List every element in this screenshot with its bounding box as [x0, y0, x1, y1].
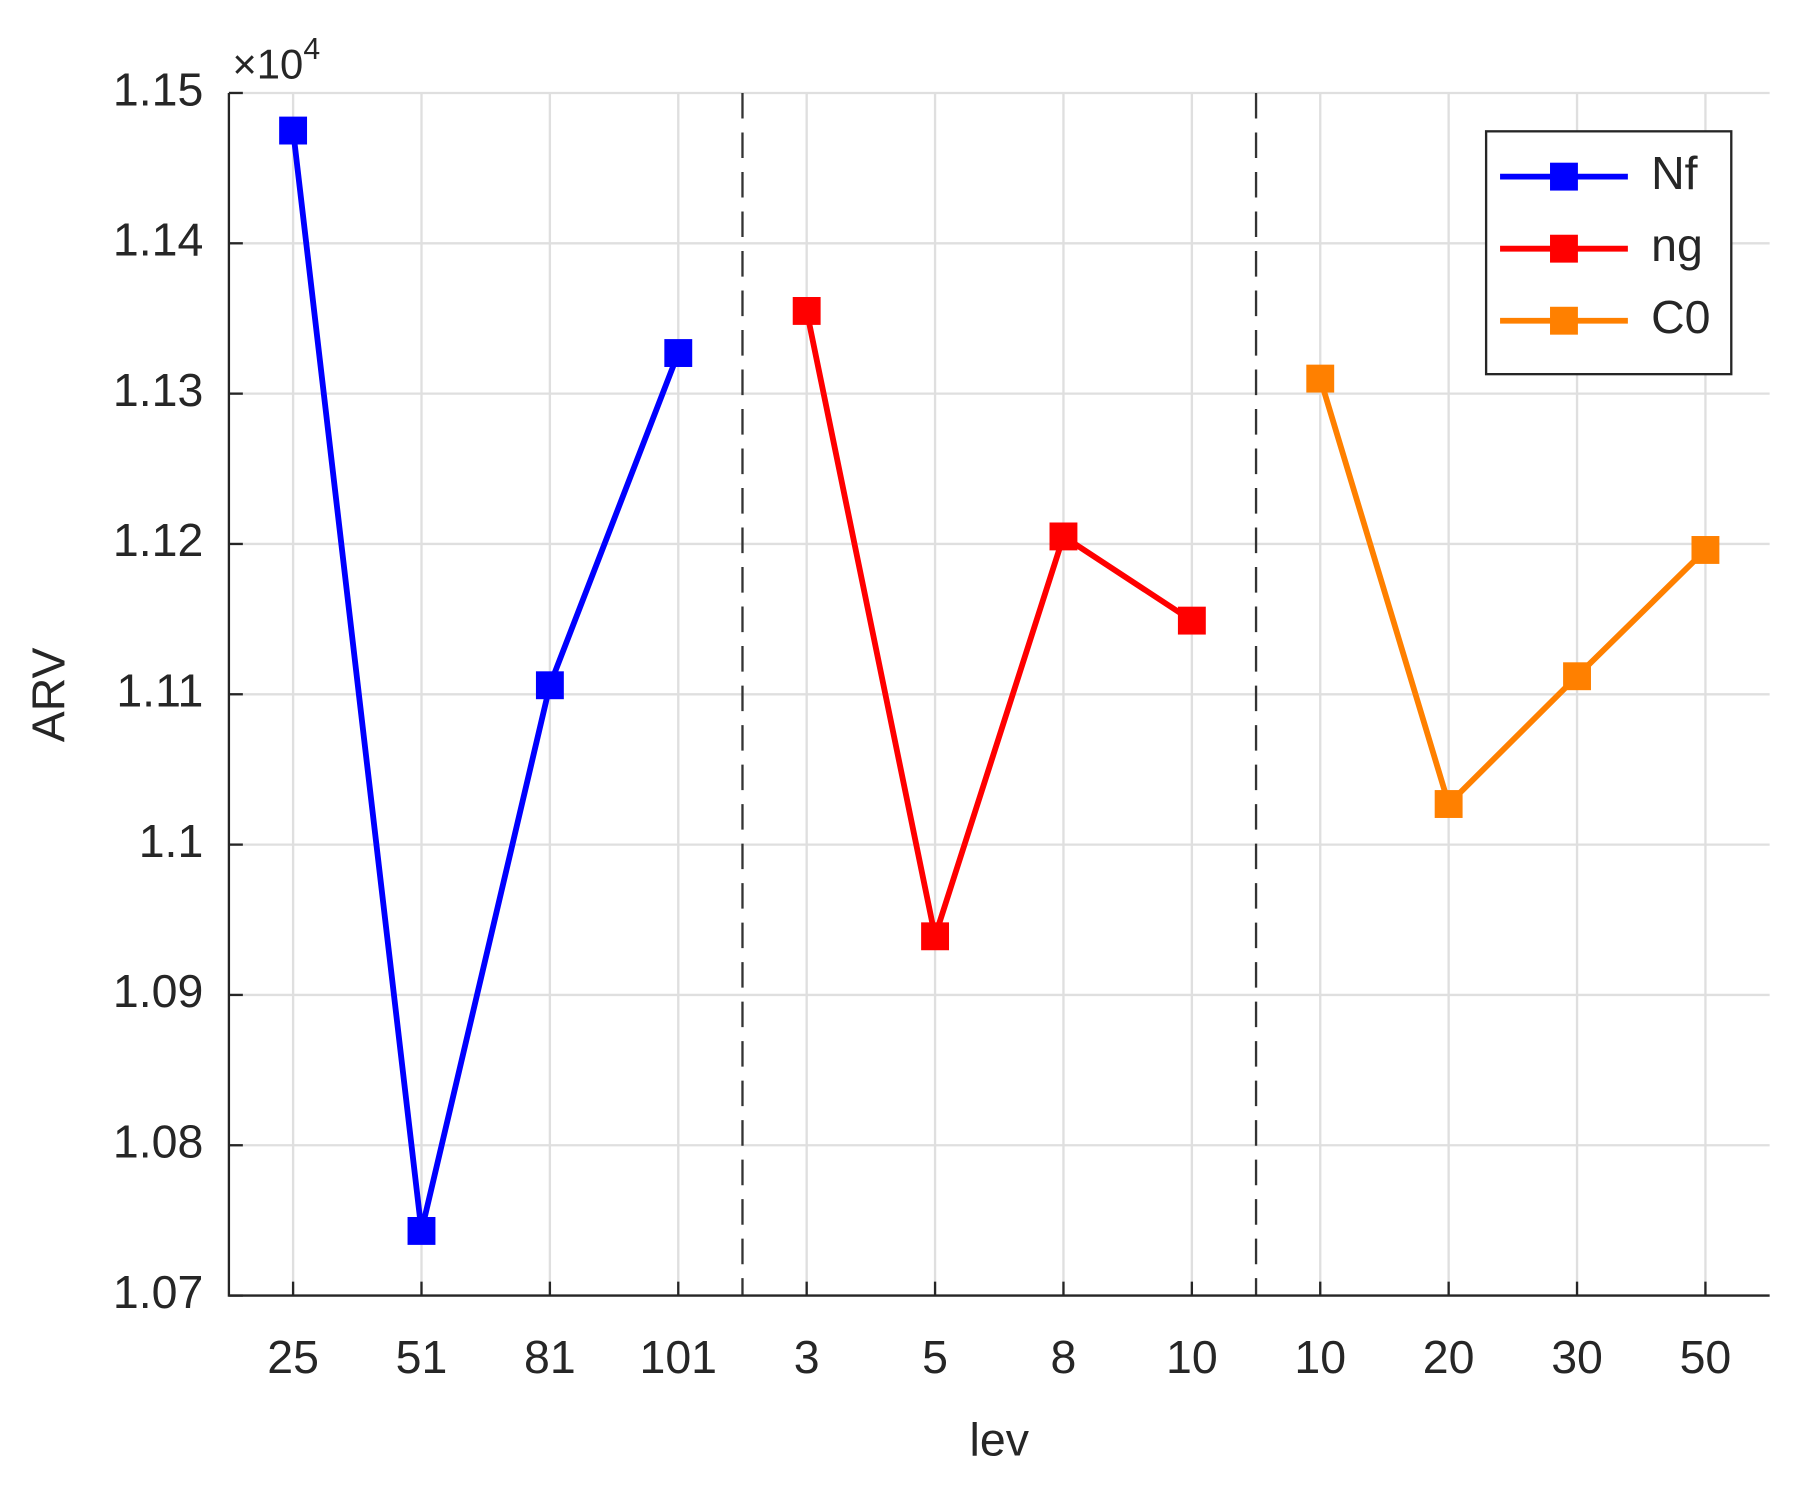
marker — [1177, 606, 1206, 635]
y-tick-label: 1.12 — [113, 514, 203, 566]
y-tick-label: 1.15 — [113, 63, 203, 115]
marker — [1563, 662, 1591, 691]
x-axis-label: lev — [970, 1413, 1030, 1465]
y-axis-label: ARV — [23, 648, 75, 743]
x-tick-label: 10 — [1166, 1331, 1218, 1383]
marker — [1691, 536, 1720, 564]
legend-label: C0 — [1651, 291, 1710, 343]
x-tick-label: 25 — [267, 1331, 319, 1383]
x-tick-label: 101 — [640, 1331, 718, 1383]
legend-marker — [1550, 162, 1578, 191]
x-tick-label: 10 — [1294, 1331, 1346, 1383]
y-multiplier: ×104 — [232, 33, 320, 87]
y-tick-label: 1.07 — [113, 1266, 203, 1318]
x-tick-label: 51 — [396, 1331, 448, 1383]
legend-box — [1484, 130, 1733, 376]
marker — [1049, 522, 1078, 551]
legend-label: ng — [1651, 219, 1703, 271]
y-multiplier-base: ×10 — [232, 40, 303, 87]
axes-box — [227, 92, 1770, 1297]
y-tick-label: 1.1 — [139, 815, 204, 867]
series-line — [290, 130, 681, 1232]
y-tick-label: 1.08 — [113, 1116, 203, 1168]
y-tick-label: 1.11 — [116, 665, 203, 717]
marker — [407, 1216, 436, 1245]
x-tick-label: 30 — [1551, 1331, 1603, 1383]
legend-marker — [1550, 306, 1578, 335]
x-tick-label: 50 — [1680, 1331, 1732, 1383]
marker — [664, 339, 693, 367]
x-tick-label: 8 — [1051, 1331, 1077, 1383]
marker — [792, 297, 821, 325]
series-line — [803, 310, 1194, 948]
y-tick-label: 1.14 — [113, 214, 203, 266]
marker — [279, 116, 308, 145]
marker — [1306, 364, 1335, 393]
legend-marker — [1550, 234, 1578, 263]
marker — [535, 671, 564, 700]
x-tick-label: 3 — [794, 1331, 820, 1383]
legend-label: Nf — [1651, 147, 1698, 199]
series-line — [1317, 377, 1708, 810]
x-tick-label: 81 — [524, 1331, 576, 1383]
x-tick-label: 5 — [922, 1331, 948, 1383]
marker — [1434, 790, 1463, 818]
x-tick-label: 20 — [1423, 1331, 1475, 1383]
y-tick-label: 1.09 — [113, 965, 203, 1017]
y-tick-label: 1.13 — [113, 364, 203, 416]
y-multiplier-power: 4 — [303, 33, 320, 66]
marker — [921, 922, 950, 951]
